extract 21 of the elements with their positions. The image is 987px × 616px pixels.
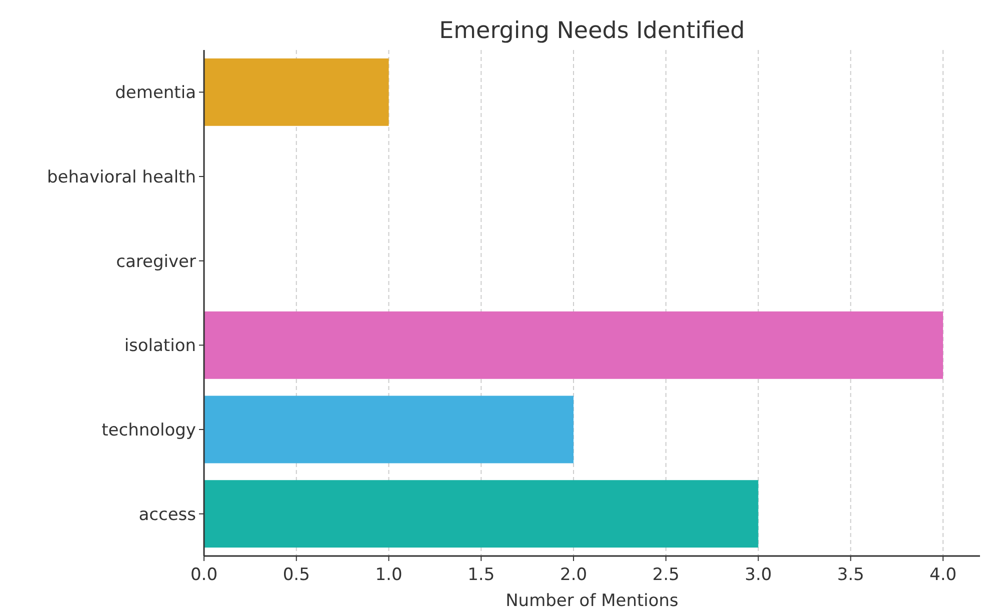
bar (204, 58, 389, 126)
x-tick-label: 2.0 (560, 565, 588, 585)
y-tick-label: isolation (124, 336, 196, 356)
bar (204, 396, 574, 464)
bar (204, 480, 758, 548)
y-tick-label: caregiver (116, 252, 196, 272)
x-tick-label: 3.0 (744, 565, 772, 585)
x-tick-label: 1.0 (375, 565, 402, 585)
x-tick-label: 0.0 (190, 565, 218, 585)
y-tick-label: dementia (115, 83, 196, 104)
x-tick-label: 4.0 (930, 565, 957, 585)
x-tick-label: 3.5 (837, 565, 864, 585)
y-tick-label: access (138, 504, 196, 525)
y-tick-label: technology (102, 420, 196, 440)
bar (204, 311, 944, 379)
x-tick-label: 0.5 (282, 565, 310, 585)
x-tick-label: 2.5 (652, 565, 680, 585)
chart-title: Emerging Needs Identified (439, 18, 745, 44)
x-axis-title: Number of Mentions (506, 591, 679, 611)
y-tick-label: behavioral health (47, 167, 196, 188)
x-tick-label: 1.5 (468, 565, 495, 585)
